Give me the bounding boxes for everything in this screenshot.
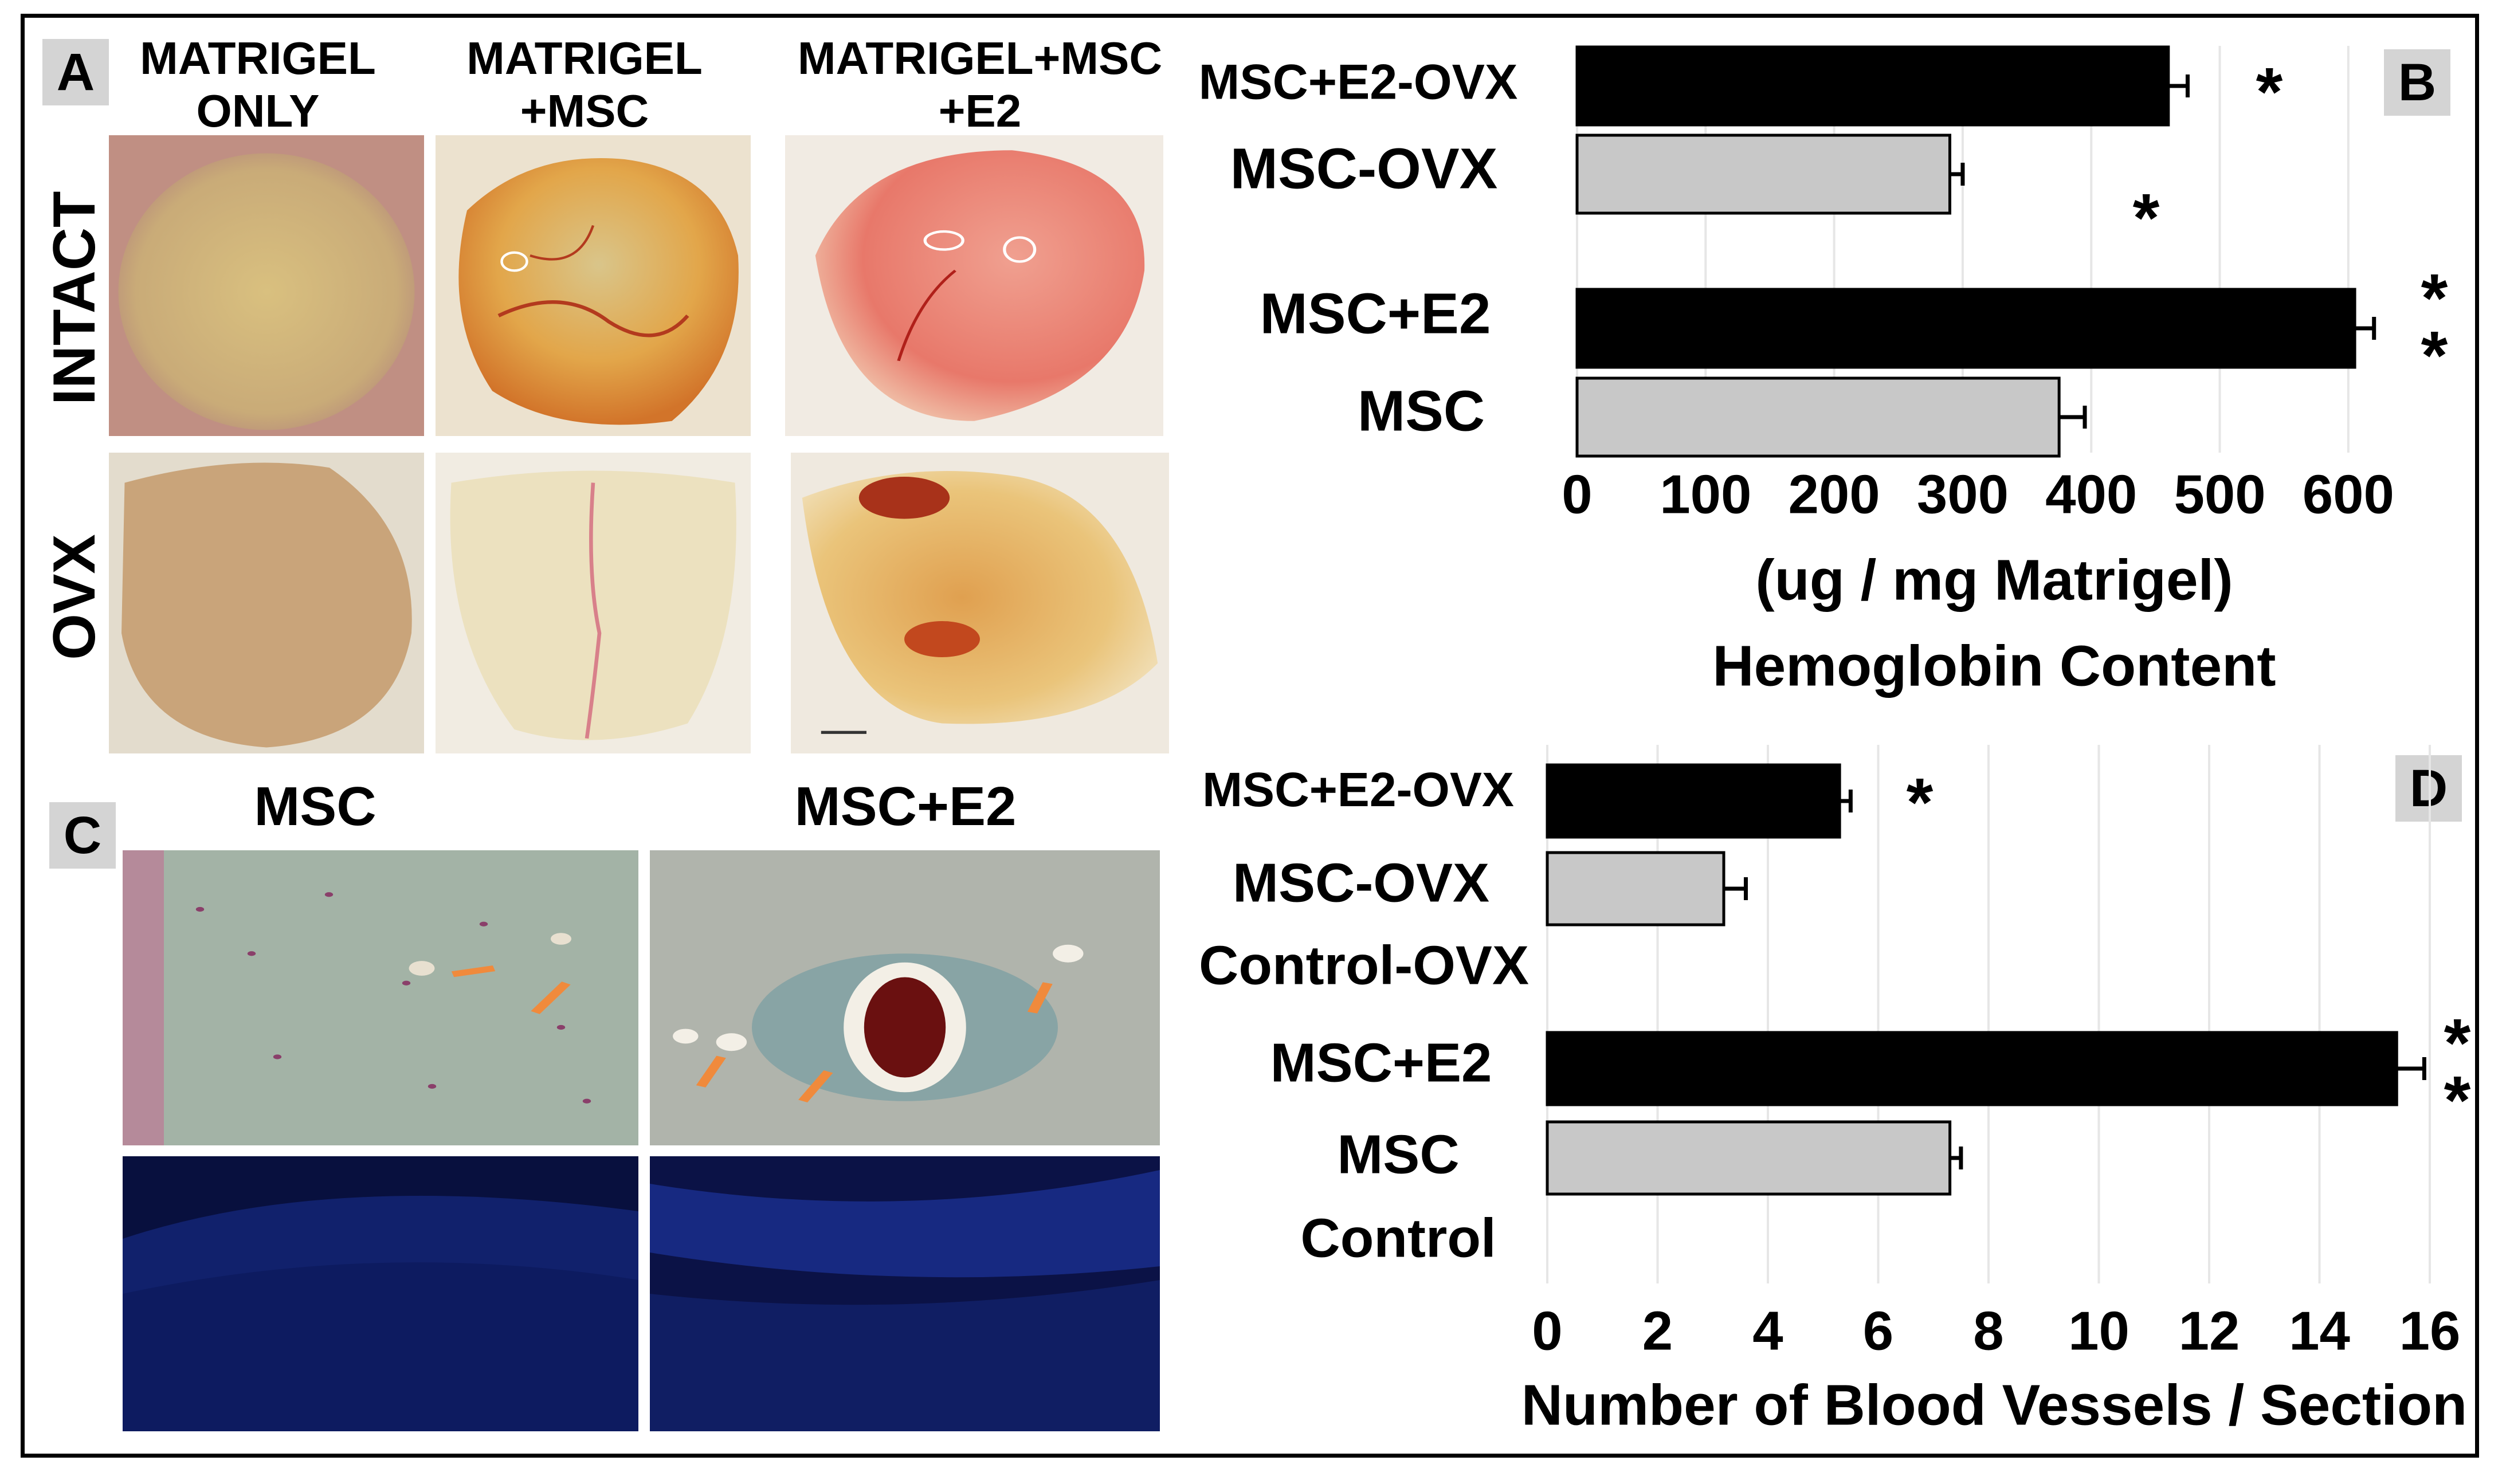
panel-a-label: A [42, 39, 109, 105]
bar-0 [1546, 763, 1841, 839]
histology-msc-e2 [650, 850, 1160, 1145]
tick-label-8: 16 [2399, 1300, 2461, 1361]
panel-c-label: C [49, 802, 116, 869]
significance-mark-1: * [2133, 180, 2160, 257]
tick-label-2: 200 [1789, 464, 1880, 525]
tick-label-2: 4 [1752, 1300, 1783, 1361]
bar-3 [1575, 376, 2061, 458]
panel-c-col-header-msc: MSC [254, 776, 377, 837]
category-label-1: MSC-OVX [1233, 852, 1489, 913]
tick-label-6: 600 [2303, 464, 2394, 525]
photo-ovx-matrigel-msc [436, 453, 751, 753]
tick-label-7: 14 [2289, 1300, 2350, 1361]
panel-a-col-header-2: MATRIGEL +MSC [466, 33, 703, 136]
significance-mark-2: * [2444, 1062, 2471, 1139]
significance-mark-0: * [1907, 764, 1934, 841]
photo-ovx-matrigel-msc-e2 [791, 453, 1169, 753]
tick-label-0: 0 [1532, 1300, 1562, 1361]
panel-a-col-header-1: MATRIGEL ONLY [140, 33, 376, 136]
category-label-1: MSC-OVX [1230, 136, 1498, 201]
figure-frame [21, 14, 2479, 1458]
bar-4 [1546, 1120, 1952, 1196]
photo-ovx-matrigel-only [109, 453, 424, 753]
fluorescence-msc [123, 1156, 638, 1431]
tick-label-4: 8 [1973, 1300, 2003, 1361]
tick-label-1: 2 [1642, 1300, 1673, 1361]
significance-mark-3: * [2421, 317, 2448, 394]
category-label-4: MSC [1337, 1124, 1459, 1185]
category-label-3: MSC+E2 [1270, 1032, 1492, 1093]
significance-mark-1: * [2444, 1005, 2471, 1082]
tick-label-0: 0 [1562, 464, 1592, 525]
category-label-3: MSC [1358, 379, 1485, 443]
bar-0 [1575, 45, 2170, 127]
tick-label-4: 400 [2045, 464, 2137, 525]
histology-msc [123, 850, 638, 1145]
photo-intact-matrigel-msc [436, 135, 751, 436]
axis-label-line-1: Hemoglobin Content [1712, 634, 2276, 698]
category-label-2: MSC+E2 [1260, 281, 1491, 346]
photo-intact-matrigel-only [109, 135, 424, 436]
bar-1 [1575, 134, 1951, 215]
bar-1 [1546, 851, 1725, 926]
tick-label-3: 6 [1863, 1300, 1893, 1361]
category-label-0: MSC+E2-OVX [1202, 763, 1514, 816]
tick-label-1: 100 [1660, 464, 1751, 525]
tick-label-5: 500 [2174, 464, 2265, 525]
category-label-2: Control-OVX [1199, 935, 1529, 996]
photo-intact-matrigel-msc-e2 [785, 135, 1163, 436]
panel-a-col-header-3: MATRIGEL+MSC +E2 [797, 33, 1163, 136]
fluorescence-msc-e2 [650, 1156, 1160, 1431]
significance-mark-0: * [2256, 54, 2283, 131]
category-label-5: Control [1300, 1207, 1496, 1269]
bar-3 [1546, 1031, 2398, 1106]
category-label-0: MSC+E2-OVX [1199, 55, 1518, 110]
tick-label-6: 12 [2179, 1300, 2240, 1361]
tick-label-3: 300 [1917, 464, 2009, 525]
tick-label-5: 10 [2068, 1300, 2129, 1361]
axis-label-line-0: (ug / mg Matrigel) [1755, 548, 2233, 612]
panel-b-label: B [2384, 49, 2450, 116]
significance-mark-2: * [2421, 260, 2448, 337]
axis-label-line-0: Number of Blood Vessels / Section [1521, 1373, 2467, 1437]
panel-c-col-header-msc-e2: MSC+E2 [794, 776, 1017, 837]
